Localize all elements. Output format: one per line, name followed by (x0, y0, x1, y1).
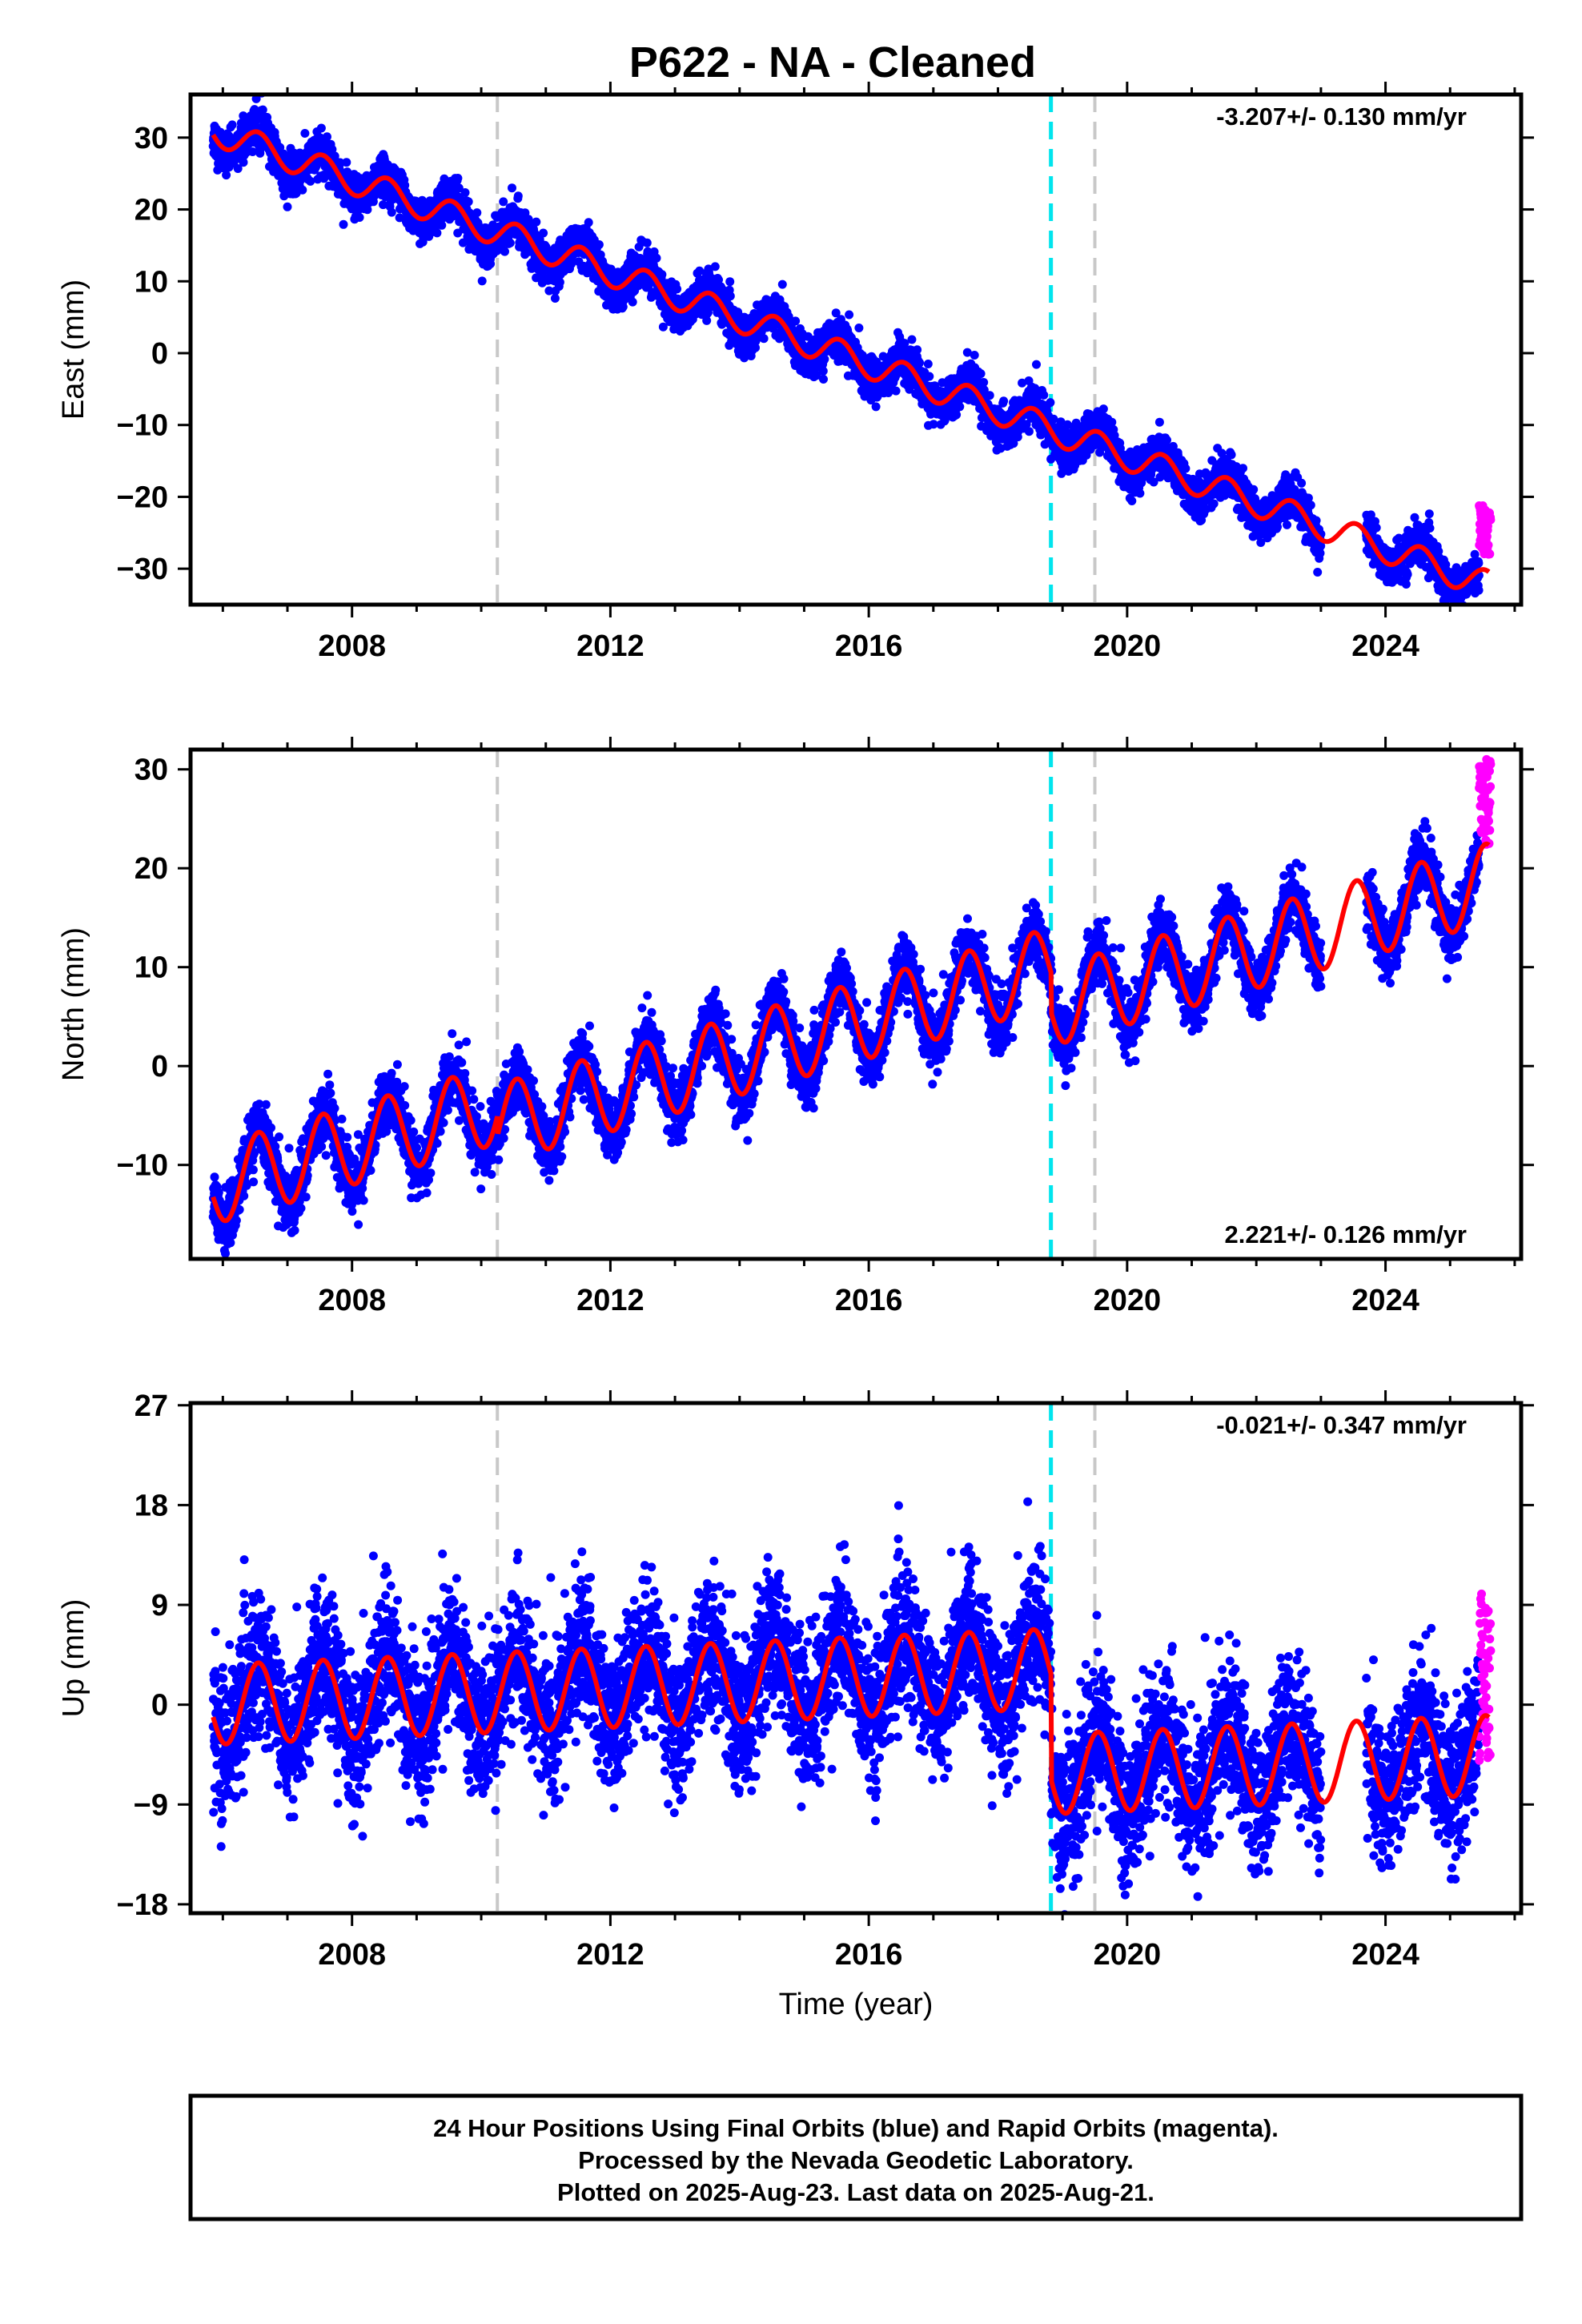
data-point (505, 238, 515, 247)
data-point (464, 197, 473, 207)
data-point (355, 213, 364, 222)
data-point (477, 276, 487, 286)
data-point (460, 188, 470, 197)
data-point (1032, 360, 1041, 369)
data-point (854, 324, 864, 332)
data-point (970, 351, 979, 360)
data-point (791, 316, 801, 326)
data-point (725, 292, 735, 301)
data-point (283, 202, 292, 211)
data-point (871, 402, 881, 412)
data-point (594, 240, 604, 249)
data-point (258, 105, 267, 115)
data-point (673, 284, 682, 294)
data-point (725, 277, 735, 287)
data-point (499, 197, 508, 207)
data-point (925, 372, 934, 381)
data-point (955, 402, 965, 412)
data-point (508, 183, 516, 193)
data-point (642, 238, 652, 247)
data-point (1046, 398, 1055, 408)
data-point (985, 391, 994, 400)
data-point (777, 279, 787, 289)
panels: 2008 2012 2016 2020 2024−30−20−100102030East… (57, 82, 1534, 2021)
data-point (628, 297, 637, 307)
data-point (387, 207, 396, 217)
data-point (342, 158, 351, 167)
data-point (513, 191, 523, 201)
data-point (539, 228, 548, 238)
data-point (486, 259, 496, 268)
data-point (657, 270, 667, 279)
data-point (306, 176, 315, 186)
figure-title: P622 - NA - Cleaned (629, 38, 1036, 86)
data-point (555, 277, 564, 287)
data-point (913, 345, 922, 355)
data-point (907, 335, 917, 344)
data-point (845, 310, 854, 320)
data-point (652, 253, 661, 263)
data-point (584, 218, 593, 227)
plot-area (208, 94, 1496, 605)
data-point (976, 369, 986, 379)
data-point (437, 220, 447, 230)
data-point (1162, 436, 1171, 444)
data-point (323, 132, 331, 142)
data-point (251, 94, 261, 103)
data-point (1135, 489, 1145, 498)
data-point (327, 145, 337, 154)
data-point (1024, 427, 1034, 436)
data-point (432, 228, 442, 238)
data-point (453, 174, 463, 183)
data-point (952, 410, 962, 420)
data-point (1154, 417, 1164, 427)
data-point (759, 334, 769, 344)
final-orbit-points (208, 94, 1484, 605)
data-point (239, 158, 248, 167)
data-point (999, 396, 1009, 406)
data-point (233, 164, 243, 173)
panel-east: 2008 2012 2016 2020 2024−30−20−100102030East… (57, 82, 1534, 663)
data-point (532, 217, 541, 227)
data-point (300, 129, 310, 138)
data-point (891, 386, 901, 396)
data-point (242, 148, 251, 158)
data-point (275, 143, 285, 152)
data-point (500, 247, 509, 256)
data-point (298, 185, 307, 195)
data-point (915, 358, 924, 368)
data-point (248, 147, 257, 156)
data-point (1127, 497, 1137, 505)
data-point (222, 171, 231, 180)
data-point (818, 366, 828, 376)
data-point (819, 375, 828, 384)
data-point (1039, 390, 1049, 400)
data-point (316, 123, 326, 133)
data-point (227, 120, 237, 130)
data-point (923, 360, 933, 368)
data-point (710, 262, 720, 271)
data-point (339, 219, 348, 229)
data-point (1098, 404, 1108, 414)
data-point (472, 208, 482, 218)
data-point (1107, 417, 1117, 427)
data-point (335, 158, 345, 167)
